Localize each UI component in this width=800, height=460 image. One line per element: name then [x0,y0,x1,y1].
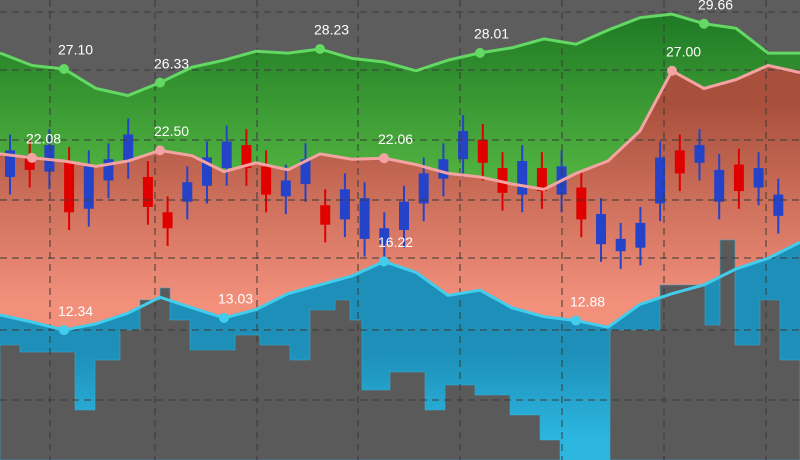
candle-body [399,201,409,230]
candle-body [300,159,311,184]
candle-body [655,157,666,204]
candle-body [64,162,75,213]
candle-body [359,198,370,239]
data-label: 27.00 [666,43,701,59]
candle-body [261,166,272,195]
candle-body [280,180,291,197]
marker [315,44,325,55]
candle-body [320,205,331,225]
marker [59,64,69,74]
marker [59,325,69,336]
candle-body [773,194,784,216]
marker [379,256,389,267]
data-label: 22.08 [26,131,61,147]
candle-body [379,228,390,245]
candle-body [418,173,429,204]
data-label: 16.22 [378,234,413,250]
candle-body [103,159,114,181]
candle-body [753,168,764,188]
candle-body [635,222,646,248]
candle-body [517,161,528,195]
candle-body [615,238,626,252]
candle-body [5,150,15,177]
data-label: 12.34 [58,303,93,319]
marker [571,315,581,326]
candle-body [596,214,606,245]
candle-body [162,212,173,229]
candle-body [202,157,212,186]
candle-body [221,141,232,169]
marker [27,152,37,163]
candle-body [714,169,725,202]
candle-body [694,145,705,163]
marker [379,153,389,164]
marker [219,312,229,323]
data-label: 28.23 [314,22,349,38]
candle-body [674,150,685,174]
candle-body [123,134,134,161]
candle-body [477,139,488,163]
data-label: 28.01 [474,26,509,42]
marker [699,18,709,29]
data-label: 29.66 [698,0,733,12]
candles [5,115,784,269]
candle-body [241,145,252,169]
data-label: 27.10 [58,42,93,58]
marker [667,65,677,76]
skyline [0,239,800,460]
line [0,63,800,191]
candle-body [438,159,449,179]
candle-body [339,189,350,220]
data-label: 22.50 [154,123,189,139]
candle-body [24,155,35,170]
candle-body [142,176,153,207]
candle-body [733,164,744,192]
marker [155,77,165,88]
candle-body [576,187,587,220]
lines: 27.10 26.33 28.23 28.01 29.66 22.08 22.50 22.06… [0,0,800,336]
candle-body [83,166,94,209]
candle-body [458,130,469,160]
data-label: 12.88 [570,293,605,309]
line [0,241,800,332]
data-label: 13.03 [218,291,253,307]
data-label: 26.33 [154,55,189,71]
marker [155,145,165,156]
candle-body [536,168,547,192]
marker [475,47,485,58]
data-label: 22.06 [378,131,413,147]
line [0,12,800,98]
candle-body [182,182,193,202]
